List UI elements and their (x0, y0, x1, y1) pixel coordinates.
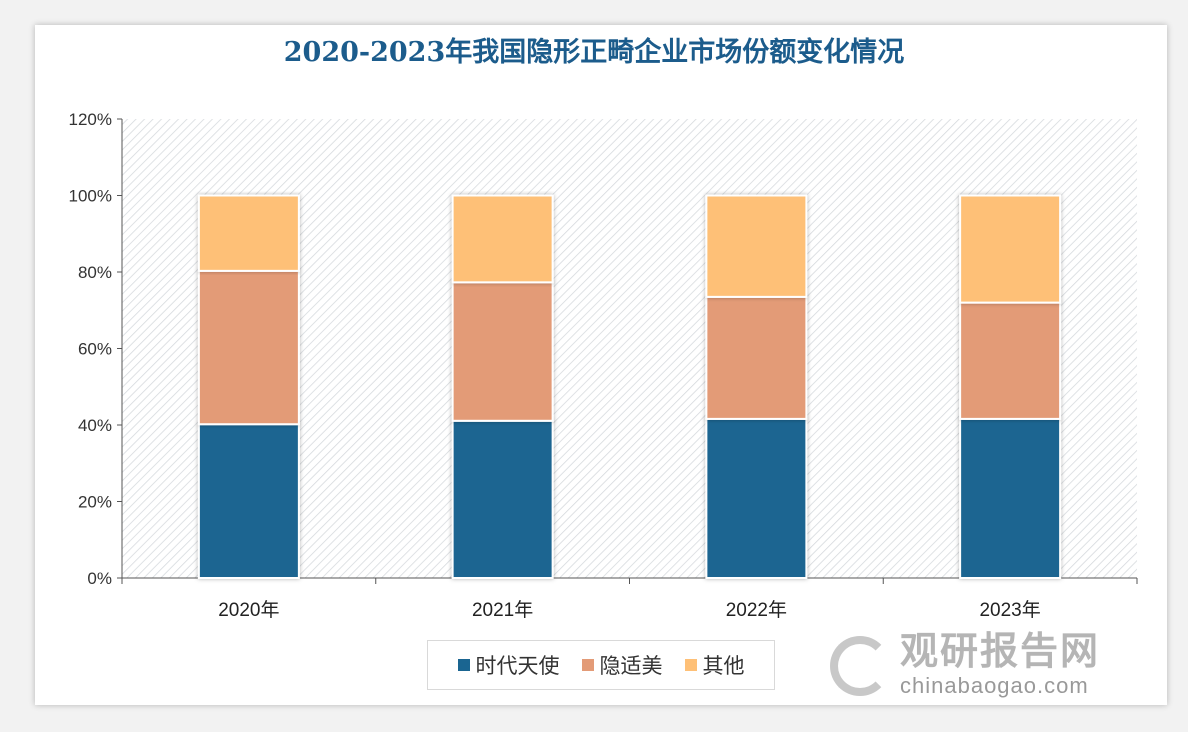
chart-title: 2020-2023年我国隐形正畸企业市场份额变化情况 (283, 37, 905, 68)
legend-label: 时代天使 (475, 655, 560, 678)
legend-item: 其他 (684, 650, 745, 680)
y-tick-label: 0% (87, 569, 112, 588)
watermark-en: chinabaogao.com (900, 672, 1089, 698)
bar-segment (959, 194, 1062, 304)
bar-segment (451, 194, 554, 284)
y-tick-label: 80% (78, 263, 112, 282)
x-tick-label: 2022年 (726, 599, 787, 621)
bar-segment (197, 269, 300, 426)
x-tick-label: 2020年 (218, 599, 279, 621)
y-tick-label: 60% (78, 340, 112, 359)
legend-swatch (684, 659, 697, 671)
x-tick-label: 2021年 (472, 599, 533, 621)
bar-segment (705, 194, 808, 298)
bar-segment (705, 417, 808, 579)
y-tick-label: 120% (69, 110, 112, 129)
legend-label: 其他 (702, 655, 745, 678)
y-tick-label: 40% (78, 416, 112, 435)
bar-segment (451, 419, 554, 580)
legend-item: 隐适美 (581, 650, 663, 680)
legend: 时代天使 隐适美 其他 (427, 640, 775, 690)
legend-swatch (457, 659, 470, 671)
watermark-logo-icon (830, 636, 890, 696)
bar-segment (705, 295, 808, 420)
bar-segment (451, 281, 554, 422)
watermark-cn: 观研报告网 (900, 631, 1101, 673)
legend-item: 时代天使 (457, 650, 560, 680)
bar-segment (959, 301, 1062, 420)
bar-segment (197, 194, 300, 272)
bar-segment (197, 423, 300, 579)
legend-label: 隐适美 (599, 655, 663, 678)
y-tick-label: 100% (69, 187, 112, 206)
legend-swatch (581, 659, 594, 671)
watermark: 观研报告网 chinabaogao.com (830, 631, 1101, 698)
y-tick-label: 20% (78, 493, 112, 512)
x-tick-label: 2023年 (979, 599, 1040, 621)
bar-segment (959, 417, 1062, 579)
